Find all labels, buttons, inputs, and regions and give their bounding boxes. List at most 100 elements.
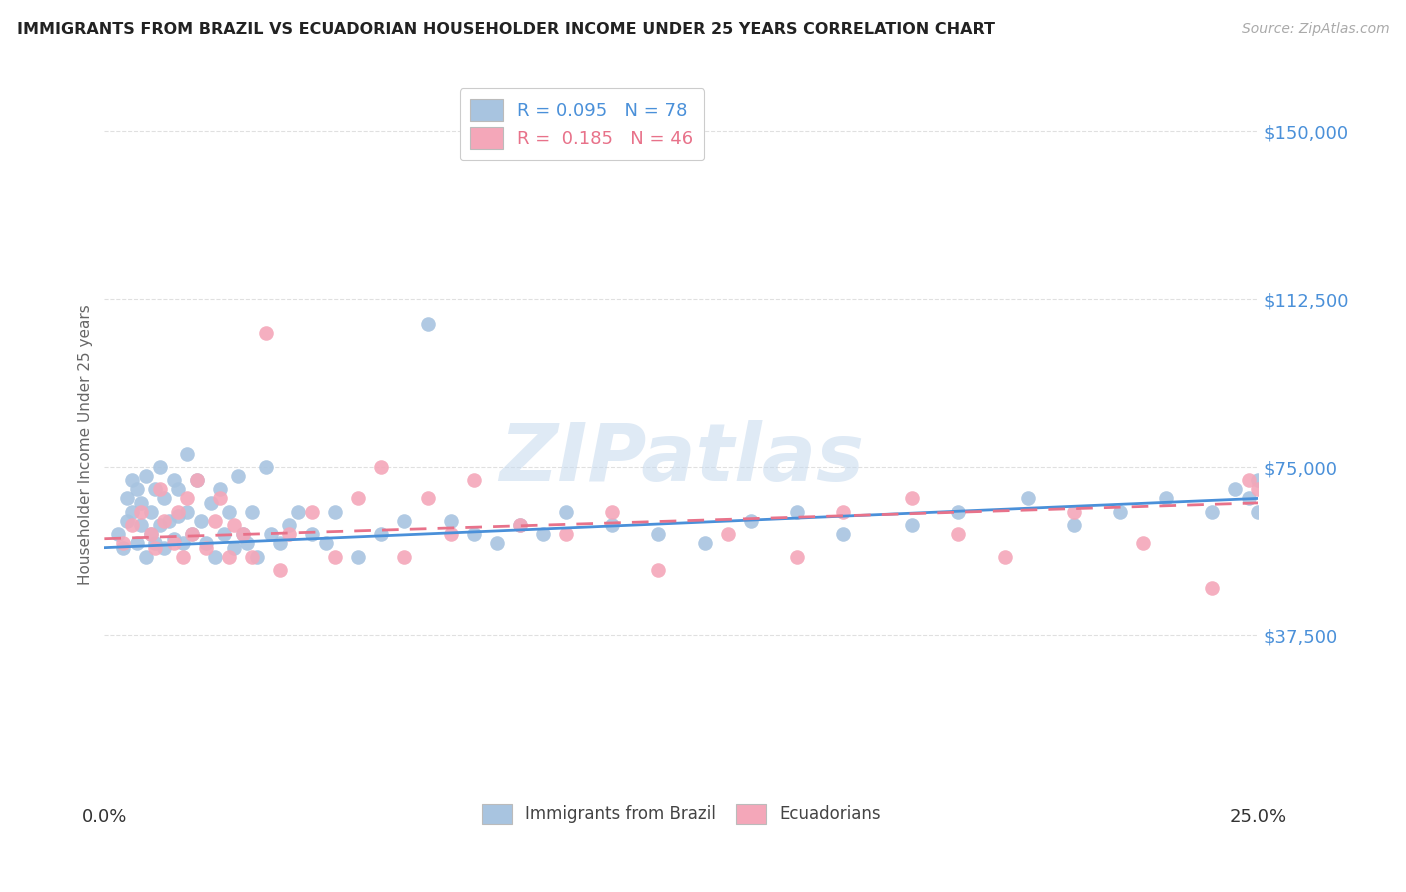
Legend: Immigrants from Brazil, Ecuadorians: Immigrants from Brazil, Ecuadorians bbox=[472, 794, 891, 834]
Point bbox=[323, 505, 346, 519]
Point bbox=[509, 518, 531, 533]
Point bbox=[121, 505, 143, 519]
Point bbox=[416, 317, 439, 331]
Point bbox=[278, 518, 301, 533]
Point bbox=[1201, 505, 1223, 519]
Point bbox=[157, 514, 180, 528]
Point bbox=[1017, 491, 1039, 506]
Point bbox=[143, 536, 166, 550]
Point bbox=[1225, 483, 1247, 497]
Point bbox=[176, 447, 198, 461]
Point bbox=[194, 536, 217, 550]
Point bbox=[218, 505, 240, 519]
Point bbox=[149, 483, 172, 497]
Point bbox=[370, 460, 392, 475]
Point bbox=[347, 549, 370, 564]
Point bbox=[240, 549, 263, 564]
Point bbox=[301, 505, 323, 519]
Point bbox=[439, 527, 461, 541]
Point bbox=[167, 509, 190, 524]
Point bbox=[236, 536, 259, 550]
Point bbox=[693, 536, 716, 550]
Point bbox=[1154, 491, 1177, 506]
Point bbox=[347, 491, 370, 506]
Point bbox=[232, 527, 254, 541]
Point bbox=[131, 518, 153, 533]
Point bbox=[531, 527, 554, 541]
Point bbox=[194, 541, 217, 555]
Point bbox=[370, 527, 392, 541]
Point bbox=[162, 536, 184, 550]
Point bbox=[111, 541, 134, 555]
Point bbox=[278, 527, 301, 541]
Point bbox=[226, 469, 249, 483]
Point bbox=[394, 514, 416, 528]
Point bbox=[269, 536, 291, 550]
Point bbox=[716, 527, 738, 541]
Point bbox=[301, 527, 323, 541]
Point bbox=[117, 514, 139, 528]
Point bbox=[176, 491, 198, 506]
Point bbox=[948, 505, 970, 519]
Point bbox=[139, 527, 162, 541]
Point bbox=[121, 474, 143, 488]
Point bbox=[125, 483, 148, 497]
Point bbox=[1063, 518, 1085, 533]
Point bbox=[1247, 505, 1270, 519]
Point bbox=[786, 549, 808, 564]
Point bbox=[131, 496, 153, 510]
Point bbox=[162, 474, 184, 488]
Text: IMMIGRANTS FROM BRAZIL VS ECUADORIAN HOUSEHOLDER INCOME UNDER 25 YEARS CORRELATI: IMMIGRANTS FROM BRAZIL VS ECUADORIAN HOU… bbox=[17, 22, 995, 37]
Point bbox=[143, 541, 166, 555]
Point bbox=[832, 505, 855, 519]
Point bbox=[439, 514, 461, 528]
Point bbox=[208, 483, 231, 497]
Point bbox=[153, 514, 176, 528]
Point bbox=[131, 505, 153, 519]
Point bbox=[208, 491, 231, 506]
Point bbox=[135, 549, 157, 564]
Point bbox=[107, 527, 129, 541]
Point bbox=[149, 460, 172, 475]
Point bbox=[186, 474, 208, 488]
Point bbox=[485, 536, 508, 550]
Point bbox=[139, 527, 162, 541]
Point bbox=[172, 536, 194, 550]
Point bbox=[463, 474, 485, 488]
Point bbox=[240, 505, 263, 519]
Point bbox=[740, 514, 762, 528]
Point bbox=[416, 491, 439, 506]
Point bbox=[254, 326, 277, 340]
Point bbox=[222, 518, 245, 533]
Point bbox=[600, 518, 623, 533]
Point bbox=[993, 549, 1015, 564]
Point bbox=[125, 536, 148, 550]
Point bbox=[214, 527, 236, 541]
Point bbox=[647, 563, 669, 577]
Point bbox=[181, 527, 204, 541]
Point bbox=[232, 527, 254, 541]
Point bbox=[1201, 581, 1223, 595]
Point bbox=[167, 505, 190, 519]
Point bbox=[246, 549, 269, 564]
Point bbox=[509, 518, 531, 533]
Point bbox=[1247, 483, 1270, 497]
Point bbox=[135, 469, 157, 483]
Point bbox=[901, 518, 924, 533]
Point bbox=[162, 532, 184, 546]
Point bbox=[463, 527, 485, 541]
Point bbox=[139, 505, 162, 519]
Point bbox=[269, 563, 291, 577]
Point bbox=[111, 536, 134, 550]
Point bbox=[901, 491, 924, 506]
Point bbox=[323, 549, 346, 564]
Point bbox=[1237, 474, 1260, 488]
Point bbox=[167, 483, 190, 497]
Point bbox=[1247, 474, 1270, 488]
Point bbox=[786, 505, 808, 519]
Text: Source: ZipAtlas.com: Source: ZipAtlas.com bbox=[1241, 22, 1389, 37]
Point bbox=[153, 541, 176, 555]
Point bbox=[190, 514, 212, 528]
Point bbox=[394, 549, 416, 564]
Point bbox=[149, 518, 172, 533]
